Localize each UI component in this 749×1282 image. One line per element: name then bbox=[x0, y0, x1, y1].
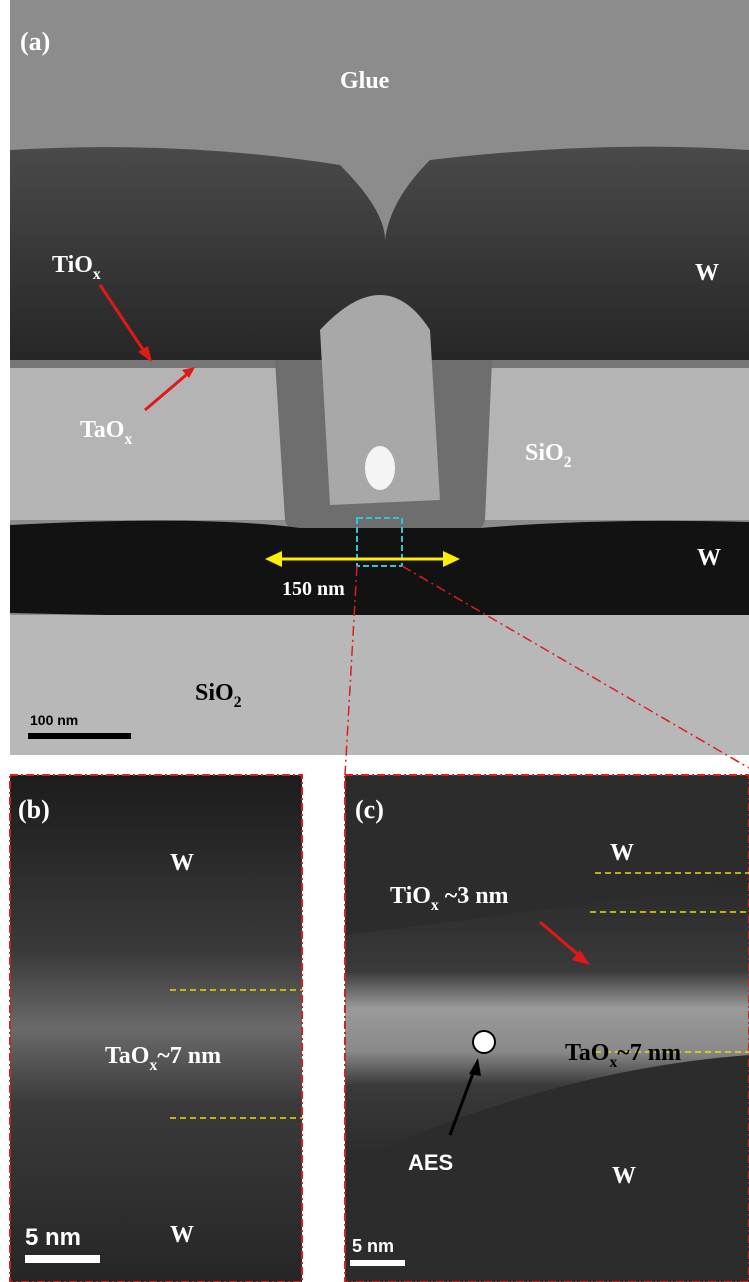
subscript: 2 bbox=[564, 454, 572, 471]
label: (c) bbox=[355, 795, 384, 824]
panel-b bbox=[10, 775, 302, 1282]
panel-a bbox=[10, 0, 749, 775]
aes-spot bbox=[473, 1031, 495, 1053]
label-text: SiO bbox=[525, 440, 564, 466]
label: W bbox=[610, 840, 634, 866]
label-text: 5 nm bbox=[25, 1224, 81, 1251]
label: Glue bbox=[340, 68, 390, 94]
label-text: TaO bbox=[565, 1040, 609, 1066]
label-text: W bbox=[612, 1163, 636, 1189]
label: (a) bbox=[20, 27, 50, 56]
label-text: 100 nm bbox=[30, 712, 78, 728]
label-text: 5 nm bbox=[352, 1236, 394, 1256]
subscript: x bbox=[431, 897, 439, 914]
label-text: W bbox=[697, 545, 721, 571]
subscript: x bbox=[93, 266, 101, 283]
subscript: 2 bbox=[234, 694, 242, 711]
label: 5 nm bbox=[25, 1224, 81, 1251]
label-text: (a) bbox=[20, 27, 50, 56]
label-text: W bbox=[170, 850, 194, 876]
panel-c bbox=[345, 775, 749, 1282]
label-text: (c) bbox=[355, 795, 384, 824]
label-text: 150 nm bbox=[282, 578, 345, 600]
w-bottom-layer bbox=[10, 521, 749, 618]
subscript: x bbox=[149, 1057, 157, 1074]
scale-bar bbox=[25, 1255, 100, 1263]
label-text: TiO bbox=[390, 883, 431, 909]
label: W bbox=[170, 1222, 194, 1248]
label-text: (b) bbox=[18, 795, 50, 824]
label: (b) bbox=[18, 795, 50, 824]
label: W bbox=[170, 850, 194, 876]
label-text: W bbox=[610, 840, 634, 866]
label-text: SiO bbox=[195, 680, 234, 706]
label-text: TiO bbox=[52, 252, 93, 278]
figure: (a)GlueTiOxWTaOxSiO2W150 nmSiO2100 nm(b)… bbox=[0, 0, 749, 1282]
label: W bbox=[695, 260, 719, 286]
label-text: AES bbox=[408, 1150, 453, 1175]
label-text: TaO bbox=[105, 1043, 149, 1069]
scale-bar bbox=[350, 1260, 405, 1266]
label: 150 nm bbox=[282, 578, 345, 600]
subscript: x bbox=[609, 1054, 617, 1071]
label-text: Glue bbox=[340, 68, 390, 94]
label-text: W bbox=[695, 260, 719, 286]
label: AES bbox=[408, 1150, 453, 1175]
label-text: TaO bbox=[80, 417, 124, 443]
label-text: ~3 nm bbox=[439, 883, 509, 909]
scale-bar bbox=[28, 733, 131, 739]
image-b bbox=[10, 775, 302, 1282]
label-text: W bbox=[170, 1222, 194, 1248]
label: W bbox=[612, 1163, 636, 1189]
label-text: ~7 nm bbox=[617, 1040, 681, 1066]
void bbox=[365, 446, 395, 490]
label: 5 nm bbox=[352, 1236, 394, 1256]
subscript: x bbox=[124, 431, 132, 448]
label: W bbox=[697, 545, 721, 571]
label-text: ~7 nm bbox=[157, 1043, 221, 1069]
label: 100 nm bbox=[30, 712, 78, 728]
